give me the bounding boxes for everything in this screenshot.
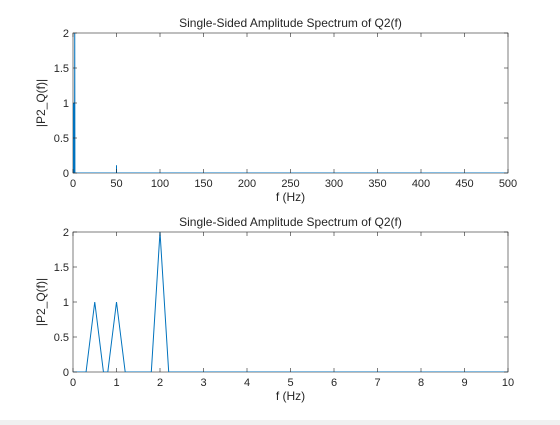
chart-1-title: Single-Sided Amplitude Spectrum of Q2(f)	[179, 215, 402, 229]
chart-0-x-tick-label: 500	[499, 178, 517, 190]
chart-0-x-tick-label: 450	[455, 178, 473, 190]
chart-0-x-tick-label: 100	[151, 178, 169, 190]
chart-0-x-tick-label: 150	[194, 178, 212, 190]
axes-top: 0 50 100 150 200 250 300 350 400 450 500 0 0.5 1 1.5 2 S…	[34, 16, 517, 204]
chart-1-y-tick-label: 2	[63, 227, 69, 239]
chart-1-series-line-0	[73, 231, 508, 372]
chart-0-plot-area	[72, 32, 509, 174]
chart-1-x-tick-label: 9	[461, 377, 467, 389]
chart-1-x-tick-label: 3	[200, 377, 206, 389]
chart-0-x-tick-label: 250	[281, 178, 299, 190]
chart-0-x-tick-label: 200	[238, 178, 256, 190]
chart-0-y-tick-label: 2	[63, 28, 69, 40]
chart-0-y-tick-label: 1	[63, 98, 69, 110]
chart-0-y-tick-label: 0.5	[54, 133, 69, 145]
chart-0-x-tick-label: 0	[70, 178, 76, 190]
chart-1-y-tick-label: 1.5	[54, 262, 69, 274]
chart-0-y-tick-label: 0	[63, 168, 69, 180]
chart-1-x-tick-label: 4	[244, 377, 250, 389]
chart-1-y-tick-label: 0	[63, 367, 69, 379]
chart-0-x-axis-label: f (Hz)	[276, 190, 305, 204]
axes-bottom: 0 1 2 3 4 5 6 7 8 9 10 0 0.5 1 1.5 2 Single-Sided Amplit…	[34, 215, 514, 403]
chart-1-x-tick-label: 10	[502, 377, 514, 389]
chart-1-y-tick-label: 0.5	[54, 332, 69, 344]
chart-1-x-tick-label: 0	[70, 377, 76, 389]
chart-1-x-tick-label: 5	[287, 377, 293, 389]
chart-0-title: Single-Sided Amplitude Spectrum of Q2(f)	[179, 16, 402, 30]
chart-0-x-tick-label: 350	[368, 178, 386, 190]
chart-0-x-tick-label: 300	[325, 178, 343, 190]
chart-1-x-tick-label: 8	[418, 377, 424, 389]
chart-1-x-tick-label: 1	[113, 377, 119, 389]
chart-0-x-tick-label: 400	[412, 178, 430, 190]
chart-0-x-tick-label: 50	[110, 178, 122, 190]
chart-1-x-tick-label: 6	[331, 377, 337, 389]
chart-0-y-tick-label: 1.5	[54, 63, 69, 75]
chart-1-y-axis-label: |P2_Q(f)|	[34, 278, 48, 326]
chart-1-x-axis-label: f (Hz)	[276, 389, 305, 403]
chart-1-x-tick-label: 2	[157, 377, 163, 389]
chart-1-y-tick-label: 1	[63, 297, 69, 309]
chart-1-x-tick-label: 7	[374, 377, 380, 389]
chart-0-y-axis-label: |P2_Q(f)|	[34, 79, 48, 127]
chart-1-plot-area	[72, 231, 509, 373]
